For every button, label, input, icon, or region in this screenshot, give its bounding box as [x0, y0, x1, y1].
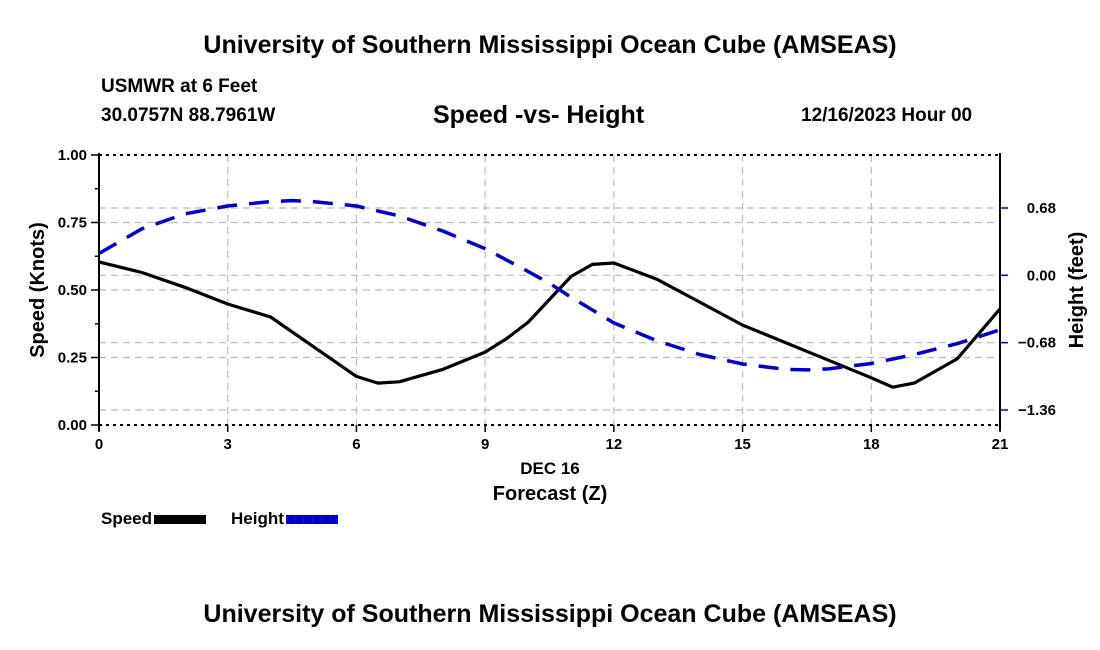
legend-swatch-height — [285, 514, 338, 524]
y2-tick-label: 0.68 — [1027, 200, 1056, 217]
x-tick-label: 21 — [992, 436, 1009, 453]
datetime-label: 12/16/2023 Hour 00 — [801, 105, 973, 126]
series-line-height — [98, 198, 1001, 372]
y2-tick-label: −1.36 — [1018, 402, 1056, 419]
y-tick-label: 1.00 — [58, 147, 87, 164]
x-tick-label: 15 — [734, 436, 751, 453]
axes-group — [91, 153, 1008, 432]
x-tick-label: 6 — [352, 436, 360, 453]
footer-title: University of Southern Mississippi Ocean… — [203, 600, 897, 628]
y-tick-label: 0.50 — [58, 282, 87, 299]
legend-label-speed: Speed — [101, 509, 153, 528]
legend-swatch-speed — [154, 514, 207, 524]
x-axis-date-label: DEC 16 — [520, 459, 580, 478]
legend-item-speed: Speed — [101, 509, 207, 529]
grid-lines — [99, 155, 1000, 425]
x-axis-title: Forecast (Z) — [493, 483, 607, 505]
tick-labels: 0.00 0.25 0.50 0.75 1.00 0.68 0.00 −0.68 −1.36 0 3… — [58, 147, 1056, 453]
chart-title: University of Southern Mississippi Ocean… — [203, 31, 897, 59]
station-label: USMWR at 6 Feet — [101, 76, 258, 97]
y-tick-label: 0.00 — [58, 417, 87, 434]
y-tick-label: 0.75 — [58, 215, 87, 232]
y2-tick-label: 0.00 — [1027, 267, 1056, 284]
x-tick-label: 0 — [95, 436, 103, 453]
coordinates-label: 30.0757N 88.7961W — [101, 105, 276, 126]
chart-subtitle: Speed -vs- Height — [433, 101, 645, 129]
y-tick-label: 0.25 — [58, 350, 87, 367]
series-line-speed — [98, 260, 1002, 389]
x-tick-label: 12 — [606, 436, 623, 453]
y-axis-title: Speed (Knots) — [27, 222, 49, 358]
series-group — [98, 198, 1002, 389]
y2-tick-label: −0.68 — [1018, 335, 1056, 352]
legend-item-height: Height — [231, 509, 338, 529]
x-tick-label: 18 — [863, 436, 880, 453]
legend-label-height: Height — [231, 509, 284, 528]
x-tick-label: 3 — [224, 436, 232, 453]
y2-axis-title: Height (feet) — [1066, 232, 1088, 349]
x-tick-label: 9 — [481, 436, 489, 453]
